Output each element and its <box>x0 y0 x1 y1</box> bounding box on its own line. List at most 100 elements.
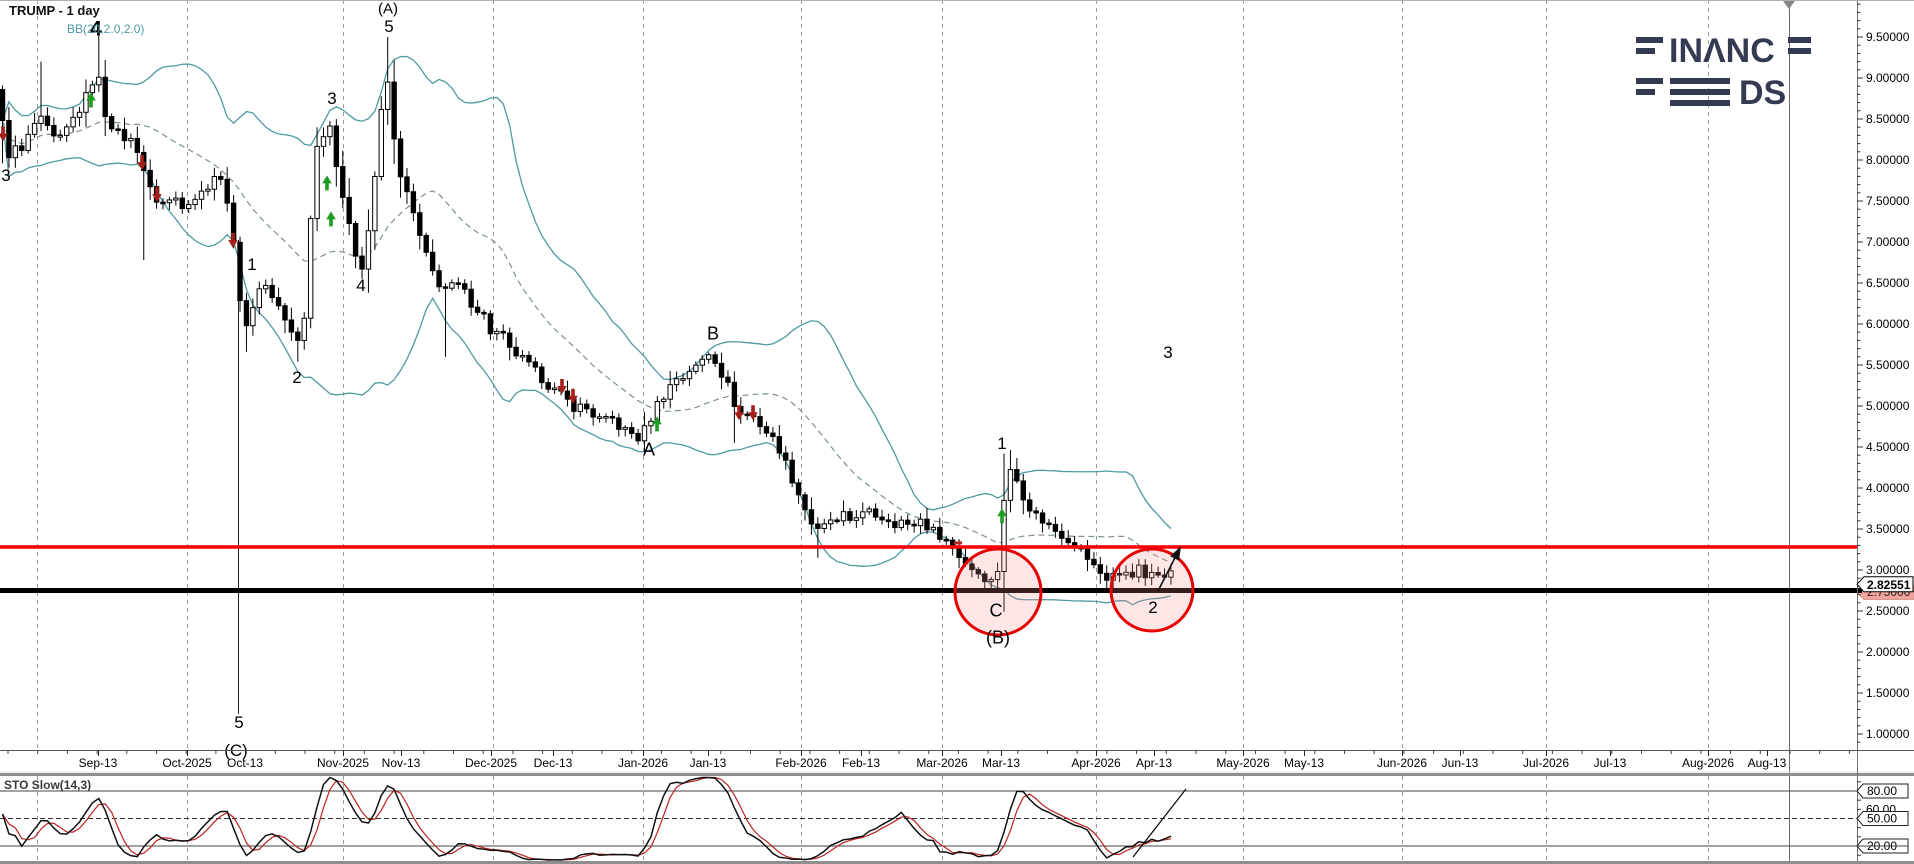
date-label[interactable]: Jun-2026 <box>1377 756 1427 770</box>
candle-body <box>1136 564 1142 578</box>
candle-body <box>584 403 590 410</box>
date-label[interactable]: Jul-2026 <box>1523 756 1569 770</box>
date-label[interactable]: Jun-13 <box>1442 756 1479 770</box>
price-axis-label: 4.00000 <box>1866 481 1910 495</box>
date-label[interactable]: Feb-13 <box>842 756 880 770</box>
wave-label[interactable]: 4 <box>90 17 102 40</box>
candle-body <box>218 176 224 180</box>
wave-label[interactable]: 3 <box>1163 343 1172 362</box>
candle-body <box>506 332 513 348</box>
buy-arrow-icon <box>86 92 96 108</box>
candle-body <box>481 311 487 315</box>
candle-body <box>166 199 173 204</box>
date-label[interactable]: Aug-13 <box>1748 756 1787 770</box>
candle-body <box>596 416 603 419</box>
wave-label[interactable]: C <box>990 600 1003 620</box>
date-label[interactable]: Apr-2026 <box>1071 756 1121 770</box>
candle-body <box>263 284 269 290</box>
date-label[interactable]: Sep-13 <box>79 756 118 770</box>
date-label[interactable]: Mar-13 <box>982 756 1020 770</box>
date-label[interactable]: Jan-2026 <box>618 756 668 770</box>
sto-level-tag <box>1856 783 1909 799</box>
candle-body <box>179 197 185 210</box>
candle-body <box>160 201 166 205</box>
candle-body <box>295 331 301 341</box>
buy-arrow-icon <box>652 416 662 432</box>
candle-body <box>526 354 532 363</box>
candle-body <box>661 398 667 403</box>
wave-label[interactable]: 4 <box>356 276 365 295</box>
date-label[interactable]: Jan-13 <box>690 756 727 770</box>
wave-label[interactable]: 5 <box>234 713 243 732</box>
candle-body <box>423 234 429 253</box>
date-label[interactable]: Aug-2026 <box>1682 756 1734 770</box>
wave-label[interactable]: (A) <box>378 0 398 17</box>
candle-body <box>12 145 19 159</box>
candle-body <box>757 416 763 428</box>
date-label[interactable]: May-13 <box>1284 756 1324 770</box>
candle-body <box>1059 530 1065 539</box>
trend-arrow-head <box>1170 546 1181 561</box>
candle-body <box>346 196 352 224</box>
candle-body <box>1104 572 1110 581</box>
candle-body <box>815 523 821 530</box>
ellipse-annotation[interactable] <box>953 547 1043 637</box>
date-label[interactable]: Oct-13 <box>227 756 263 770</box>
candle-body <box>205 188 211 192</box>
date-label[interactable]: Dec-2025 <box>465 756 517 770</box>
wave-label[interactable]: 1 <box>247 255 256 274</box>
trend-arrow-line[interactable] <box>1157 552 1179 592</box>
sell-arrow-icon <box>734 405 744 421</box>
bollinger-middle-band <box>1 120 1172 563</box>
wave-label[interactable]: 2 <box>1148 598 1157 617</box>
candle-body <box>628 427 635 434</box>
candle-body <box>616 417 622 430</box>
wave-label[interactable]: 5 <box>384 17 393 36</box>
candle-body <box>76 111 83 118</box>
candle-body <box>622 427 628 430</box>
ellipse-annotation[interactable] <box>1109 547 1195 633</box>
candle-body <box>442 286 449 289</box>
candle-body <box>545 382 551 390</box>
candle-body <box>885 519 892 523</box>
candle-body <box>911 523 917 527</box>
candle-body <box>930 526 937 531</box>
date-label[interactable]: Nov-2025 <box>317 756 369 770</box>
date-label[interactable]: Apr-13 <box>1136 756 1172 770</box>
price-axis-label: 3.50000 <box>1866 522 1910 536</box>
date-label[interactable]: Oct-2025 <box>162 756 212 770</box>
sto-signal-line <box>1 776 1172 861</box>
candle-body <box>860 511 866 519</box>
candle-body <box>1039 512 1046 524</box>
candle-body <box>320 136 327 147</box>
candle-body <box>198 190 205 200</box>
date-label[interactable]: Jul-13 <box>1594 756 1627 770</box>
wave-label[interactable]: A <box>643 439 655 459</box>
wave-label[interactable]: 2 <box>292 368 301 387</box>
candle-body <box>352 222 359 257</box>
candle-body <box>1097 564 1104 574</box>
date-label[interactable]: Nov-13 <box>382 756 421 770</box>
candle-body <box>821 523 827 530</box>
wave-label[interactable]: 1 <box>997 434 1006 453</box>
sto-trendline[interactable] <box>1132 788 1187 858</box>
candle-body <box>1020 480 1026 501</box>
wave-label[interactable]: B <box>707 323 719 343</box>
wave-label[interactable]: 3 <box>327 89 336 108</box>
candle-body <box>372 176 378 232</box>
date-label[interactable]: May-2026 <box>1216 756 1270 770</box>
candle-body <box>301 317 307 341</box>
wave-label[interactable]: (B) <box>986 627 1010 647</box>
price-axis-label: 3.00000 <box>1866 563 1910 577</box>
candle-body <box>243 300 250 327</box>
candle-body <box>1155 571 1161 576</box>
date-label[interactable]: Feb-2026 <box>775 756 827 770</box>
candle-body <box>269 284 275 299</box>
date-label[interactable]: Dec-13 <box>534 756 573 770</box>
candle-body <box>1007 469 1014 501</box>
date-label[interactable]: Mar-2026 <box>916 756 968 770</box>
pane-separator[interactable] <box>0 773 1914 776</box>
candle-body <box>603 415 609 419</box>
wave-label[interactable]: 3 <box>1 166 10 185</box>
